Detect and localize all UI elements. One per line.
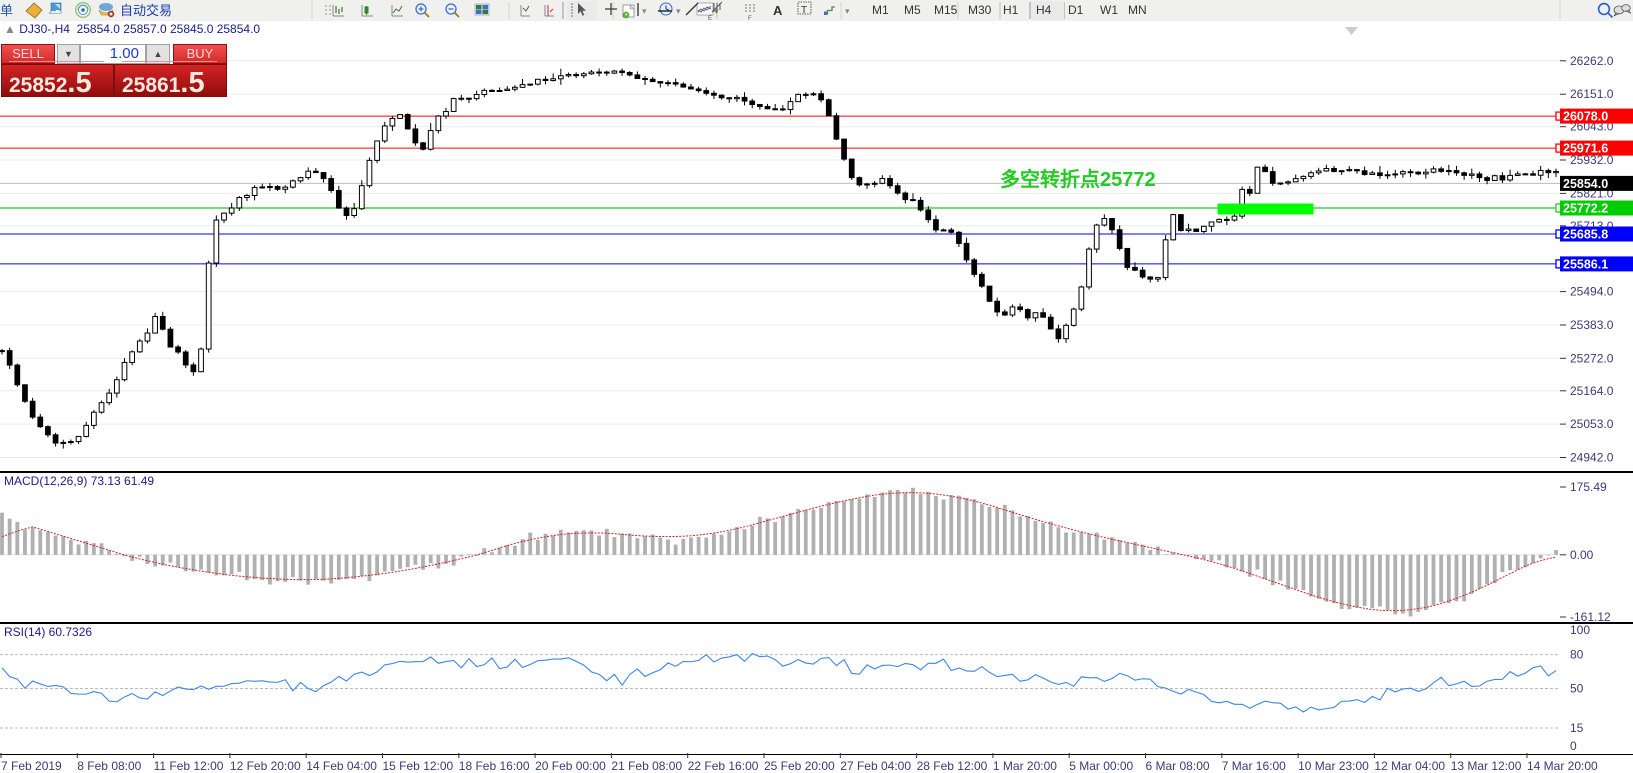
svg-text:H1: H1 <box>1003 3 1019 17</box>
svg-text:175.49: 175.49 <box>1570 480 1607 494</box>
svg-text:14 Feb 04:00: 14 Feb 04:00 <box>306 759 377 773</box>
svg-text:25272.0: 25272.0 <box>1570 351 1614 365</box>
svg-text:多空转折点25772: 多空转折点25772 <box>1000 167 1156 191</box>
svg-text:28 Feb 12:00: 28 Feb 12:00 <box>917 759 988 773</box>
svg-text:50: 50 <box>1570 682 1584 696</box>
svg-text:25383.0: 25383.0 <box>1570 318 1614 332</box>
svg-text:▾: ▾ <box>642 6 647 16</box>
svg-text:25772.2: 25772.2 <box>1563 202 1608 216</box>
svg-text:15 Feb 12:00: 15 Feb 12:00 <box>383 759 454 773</box>
svg-text:25494.0: 25494.0 <box>1570 285 1614 299</box>
svg-text:12 Mar 04:00: 12 Mar 04:00 <box>1374 759 1445 773</box>
svg-text:6 Mar 08:00: 6 Mar 08:00 <box>1146 759 1210 773</box>
svg-text:▾: ▾ <box>845 6 850 16</box>
svg-text:7 Feb 2019: 7 Feb 2019 <box>1 759 62 773</box>
svg-text:100: 100 <box>1570 624 1590 637</box>
svg-text:M1: M1 <box>872 3 889 17</box>
svg-text:0: 0 <box>1570 739 1577 753</box>
svg-text:13 Mar 12:00: 13 Mar 12:00 <box>1451 759 1522 773</box>
svg-text:T: T <box>801 5 807 16</box>
svg-text:25685.8: 25685.8 <box>1563 228 1608 242</box>
svg-text:MN: MN <box>1128 3 1147 17</box>
svg-text:24942.0: 24942.0 <box>1570 451 1614 465</box>
svg-text:M5: M5 <box>904 3 921 17</box>
svg-text:14 Mar 20:00: 14 Mar 20:00 <box>1527 759 1598 773</box>
svg-text:10 Mar 23:00: 10 Mar 23:00 <box>1298 759 1369 773</box>
svg-text:25586.1: 25586.1 <box>1563 257 1608 271</box>
svg-text:25854.0: 25854.0 <box>1563 177 1608 191</box>
svg-text:1 Mar 20:00: 1 Mar 20:00 <box>993 759 1057 773</box>
svg-text:21 Feb 08:00: 21 Feb 08:00 <box>611 759 682 773</box>
svg-text:▾: ▾ <box>676 6 681 16</box>
svg-text:25 Feb 20:00: 25 Feb 20:00 <box>764 759 835 773</box>
svg-text:自动交易: 自动交易 <box>120 3 172 18</box>
svg-text:25164.0: 25164.0 <box>1570 384 1614 398</box>
svg-text:D1: D1 <box>1068 3 1084 17</box>
svg-text:5 Mar 00:00: 5 Mar 00:00 <box>1069 759 1133 773</box>
svg-text:26262.0: 26262.0 <box>1570 54 1614 68</box>
svg-text:12 Feb 20:00: 12 Feb 20:00 <box>230 759 301 773</box>
svg-text:MACD(12,26,9) 73.13 61.49: MACD(12,26,9) 73.13 61.49 <box>4 474 154 488</box>
svg-text:M30: M30 <box>968 3 992 17</box>
svg-text:8 Feb 08:00: 8 Feb 08:00 <box>77 759 141 773</box>
svg-text:20 Feb 00:00: 20 Feb 00:00 <box>535 759 606 773</box>
svg-text:单: 单 <box>0 3 13 18</box>
svg-text:A: A <box>773 3 783 18</box>
svg-text:27 Feb 04:00: 27 Feb 04:00 <box>840 759 911 773</box>
svg-text:H4: H4 <box>1036 3 1052 17</box>
svg-text:26151.0: 26151.0 <box>1570 87 1614 101</box>
svg-text:18 Feb 16:00: 18 Feb 16:00 <box>459 759 530 773</box>
svg-text:0.00: 0.00 <box>1570 548 1594 562</box>
svg-text:M15: M15 <box>934 3 958 17</box>
svg-text:15: 15 <box>1570 721 1584 735</box>
svg-text:26078.0: 26078.0 <box>1563 110 1608 124</box>
svg-text:RSI(14) 60.7326: RSI(14) 60.7326 <box>4 625 92 639</box>
svg-text:25971.6: 25971.6 <box>1563 142 1608 156</box>
svg-text:22 Feb 16:00: 22 Feb 16:00 <box>688 759 759 773</box>
svg-text:80: 80 <box>1570 648 1584 662</box>
svg-text:W1: W1 <box>1100 3 1118 17</box>
svg-text:11 Feb 12:00: 11 Feb 12:00 <box>154 759 224 773</box>
svg-text:25053.0: 25053.0 <box>1570 417 1614 431</box>
svg-text:7 Mar 16:00: 7 Mar 16:00 <box>1222 759 1286 773</box>
